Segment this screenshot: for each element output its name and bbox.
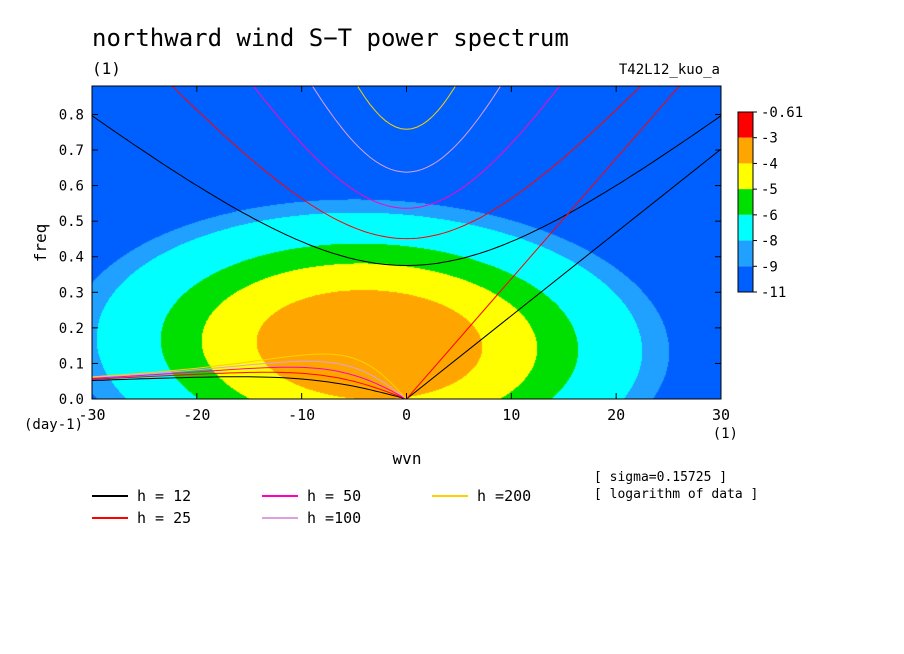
colorbar-label: -4: [761, 156, 778, 172]
chart-title: northward wind S−T power spectrum: [92, 24, 569, 52]
rossby-curve-h200: [92, 353, 407, 399]
rossby-curve-h25: [92, 371, 407, 399]
x-tick-label: 30: [712, 406, 730, 424]
colorbar-swatch: [738, 189, 753, 215]
legend-label: h = 25: [137, 509, 191, 527]
plot-area: [92, 86, 721, 399]
run-label: T42L12_kuo_a: [619, 62, 720, 78]
colorbar-swatch: [738, 214, 753, 241]
colorbar-swatch: [738, 163, 753, 190]
y-tick-label: 0.6: [59, 179, 84, 195]
y-tick-label: 0.0: [59, 392, 84, 408]
x-tick-label: -20: [183, 406, 210, 424]
colorbar-swatch: [738, 112, 753, 138]
legend-label: h = 50: [307, 487, 361, 505]
y-tick-label: 0.7: [59, 143, 84, 159]
kelvin-curve-h25: [406, 86, 681, 399]
colorbar-label: -0.61: [761, 105, 803, 121]
y-axis-label: freq: [31, 224, 50, 263]
rossby-curve-h50: [92, 366, 407, 399]
colorbar-label: -8: [761, 234, 778, 250]
colorbar-label: -11: [761, 285, 786, 301]
x-tick-label: -10: [288, 406, 315, 424]
kelvin-curve-h12: [406, 148, 721, 399]
x-tick-label: 20: [607, 406, 625, 424]
x-axis-ticks: -30 -20 -10 0 10 20 30: [78, 86, 730, 424]
colorbar: -0.61 -3 -4 -5 -6 -8 -9 -11: [737, 105, 803, 301]
rossby-curve-h100: [92, 360, 407, 399]
y-tick-label: 0.5: [59, 214, 84, 230]
y-tick-label: 0.8: [59, 107, 84, 123]
chart-subtitle: (1): [92, 59, 121, 78]
inertia-gravity-curve-h100: [311, 86, 502, 173]
legend-label: h =100: [307, 509, 361, 527]
inertia-gravity-curve-h12: [92, 115, 721, 267]
y-tick-label: 0.1: [59, 356, 84, 372]
y-axis-unit: (day-1): [24, 417, 83, 433]
y-tick-label: 0.4: [59, 250, 84, 266]
legend: h = 12 h = 25 h = 50 h =100 h =200: [92, 487, 531, 527]
dispersion-curves: [92, 86, 721, 399]
legend-label: h =200: [477, 487, 531, 505]
colorbar-swatch: [738, 137, 753, 164]
colorbar-swatch: [738, 240, 753, 267]
colorbar-label: -5: [761, 182, 778, 198]
x-axis-label: wvn: [393, 449, 422, 468]
y-tick-label: 0.3: [59, 285, 84, 301]
y-tick-label: 0.2: [59, 321, 84, 337]
colorbar-swatch: [738, 266, 753, 292]
note-sigma: [ sigma=0.15725 ]: [594, 470, 727, 485]
y-axis-ticks: 0.0 0.1 0.2 0.3 0.4 0.5 0.6 0.7 0.8: [59, 107, 721, 408]
x-axis-unit: (1): [713, 426, 738, 442]
power-spectrum-contours: [92, 86, 721, 399]
colorbar-label: -3: [761, 131, 778, 147]
inertia-gravity-curve-h200: [357, 86, 456, 130]
inertia-gravity-curve-h50: [252, 86, 561, 209]
colorbar-label: -6: [761, 208, 778, 224]
x-tick-label: -30: [78, 406, 105, 424]
rossby-curve-h12: [92, 376, 407, 399]
colorbar-frame: [737, 111, 754, 293]
x-tick-label: 10: [502, 406, 520, 424]
x-tick-label: 0: [402, 406, 411, 424]
colorbar-label: -9: [761, 259, 778, 275]
note-logarithm: [ logarithm of data ]: [594, 487, 758, 502]
legend-label: h = 12: [137, 487, 191, 505]
inertia-gravity-curve-h25: [171, 86, 642, 240]
